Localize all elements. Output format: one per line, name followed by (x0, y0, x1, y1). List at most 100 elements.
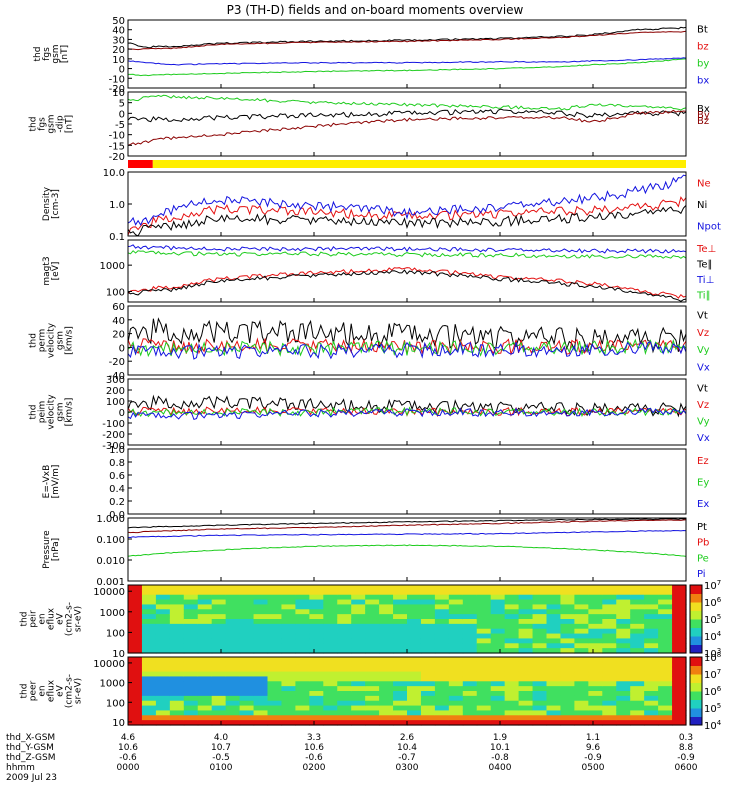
peer_spec-cell (281, 720, 296, 726)
peer_spec-cell (309, 666, 324, 673)
peer_spec-cell (337, 671, 352, 678)
peer_spec-cell (267, 710, 283, 716)
peir_spec-cell (532, 619, 548, 625)
peer_spec-cell (253, 671, 269, 678)
peir_spec-cell (141, 628, 157, 635)
peir_spec-cell (211, 614, 227, 620)
peir_spec-cell (616, 638, 631, 644)
peir_spec-cell (337, 643, 352, 649)
peer_spec-cell (407, 661, 422, 668)
peer_spec-cell (183, 681, 199, 687)
peir_spec-cell (602, 585, 617, 591)
ephemeris-value: 1.1 (586, 733, 600, 743)
peer_spec-cell (183, 720, 199, 726)
peir_spec-cell (407, 589, 422, 596)
peir_spec-cell (630, 599, 645, 606)
fgs_gsm_dip-series-Bx (127, 108, 687, 123)
peir_spec-cell (323, 628, 338, 635)
ephemeris-value: -0.9 (584, 753, 602, 763)
peir_spec-cell (253, 589, 269, 596)
pressure-series-Pt (127, 518, 687, 529)
peir_spec-cell (253, 585, 269, 591)
peir_spec-cell (546, 599, 562, 606)
peer_spec-cell (155, 657, 171, 663)
peer_spec-cell (448, 720, 464, 726)
velocity_peim-ytick-label: -100 (102, 419, 125, 430)
peir_spec-cell (211, 585, 227, 591)
peir_spec-cell (518, 648, 534, 654)
peer_spec-cell (169, 691, 185, 697)
peer_spec-cell (616, 691, 631, 697)
peer_spec-cell (532, 676, 548, 682)
peer_spec-cell (644, 681, 659, 687)
velocity_perm-frame (127, 305, 687, 376)
peir_spec-colorbar-label: 104 (704, 630, 722, 643)
efield-ytick-label: 0.8 (109, 458, 125, 469)
peir_spec-cell (546, 594, 562, 601)
peir_spec-cell (490, 619, 506, 625)
peir_spec-cell (420, 609, 436, 615)
peer_spec-colorbar-label: 105 (704, 702, 721, 715)
peir_spec-cell (309, 638, 324, 644)
peer_spec-cell (630, 666, 645, 673)
peer_spec-cell (448, 705, 464, 712)
peir_spec-cell (588, 594, 603, 601)
peer_spec-cell (295, 720, 310, 726)
peer_spec-cell (504, 715, 520, 721)
peer_spec-cell (630, 700, 645, 707)
peir_spec-cell (644, 619, 659, 625)
peer_spec-cell (351, 695, 366, 702)
peir_spec-cell (128, 633, 143, 640)
peer_spec-cell (267, 720, 283, 726)
peer_spec-cell (420, 695, 436, 702)
peir_spec-cell (211, 604, 227, 610)
peer_spec-cell (532, 681, 548, 687)
peir_spec-cell (407, 594, 422, 601)
peir_spec-cell (393, 594, 408, 601)
peir_spec-cell (225, 609, 241, 615)
peer_spec-colorbar-label: 108 (704, 651, 721, 664)
peer_spec-cell (239, 676, 255, 682)
fgs_gsm_dip-legend-0: Bx (697, 104, 710, 115)
peir_spec-cell (672, 594, 687, 601)
peir_spec-cell (560, 599, 575, 606)
peer_spec-cell (337, 710, 352, 716)
peer_spec-cell (560, 681, 575, 687)
peir_spec-cell (504, 648, 520, 654)
efield-ytick-label: 0.4 (109, 484, 125, 495)
peir_spec-cell (309, 594, 324, 601)
peer_spec-cell (309, 681, 324, 687)
peir_spec-cell (267, 648, 283, 654)
peer_spec-cell (393, 691, 408, 697)
pressure-ytick-label: 0.001 (96, 577, 125, 588)
peir_spec-cell (379, 628, 394, 635)
peer_spec-cell (518, 715, 534, 721)
peir_spec-cell (490, 604, 506, 610)
peer_spec-cell (407, 666, 422, 673)
peer_spec-cell (128, 710, 143, 716)
peir_spec-cell (211, 589, 227, 596)
peer_spec-cell (155, 715, 171, 721)
peir_spec-cell (420, 594, 436, 601)
peer_spec-cell (211, 686, 227, 692)
peir_spec-ylabel: en (38, 613, 48, 624)
peir_spec-cell (239, 614, 255, 620)
peir_spec-cell (365, 643, 380, 649)
peir_spec-cell (323, 589, 338, 596)
fgs_gsm-ytick-label: 10 (112, 55, 125, 66)
peir_spec-cell (281, 619, 296, 625)
peir_spec-cell (379, 589, 394, 596)
peer_spec-cell (225, 666, 241, 673)
temperature-ylabel: magt3 (42, 256, 52, 285)
peer_spec-colorbar-step (690, 716, 702, 726)
peer_spec-cell (267, 715, 283, 721)
peir_spec-cell (281, 638, 296, 644)
peir_spec-cell (225, 643, 241, 649)
peir_spec-cell (644, 648, 659, 654)
peir_spec-cell (141, 599, 157, 606)
peer_spec-cell (169, 676, 185, 682)
peer_spec-cell (574, 676, 589, 682)
pressure-legend-2: Pe (697, 553, 709, 564)
peer_spec-cell (532, 661, 548, 668)
